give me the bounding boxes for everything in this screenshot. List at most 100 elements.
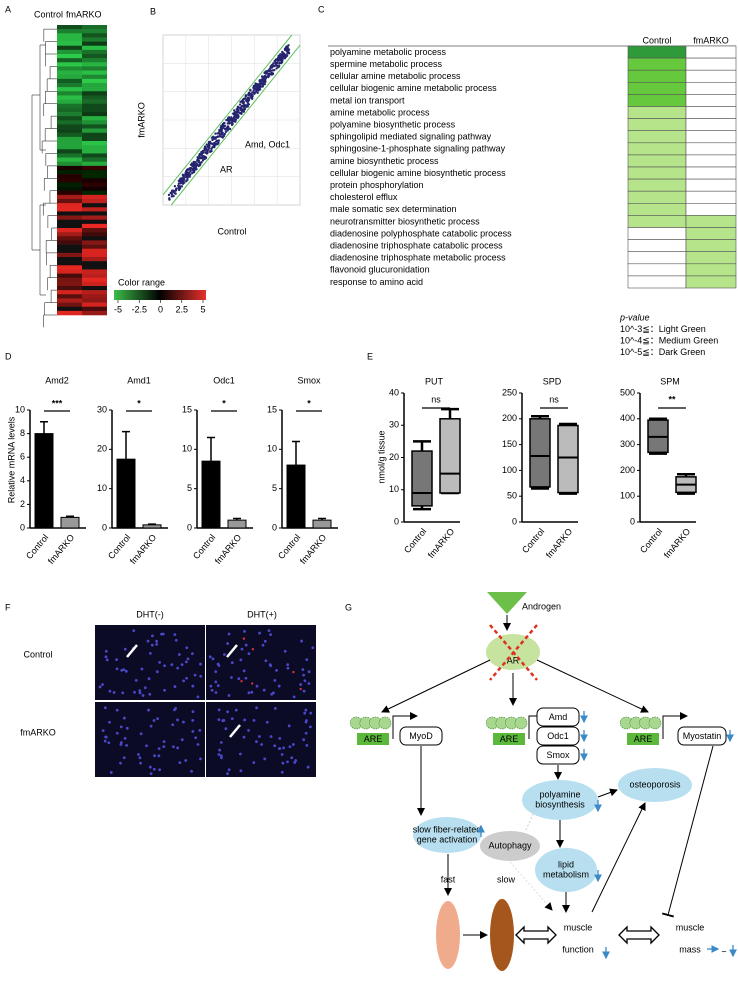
y-tick-label: 150 (502, 439, 517, 449)
heatmap-cell (82, 216, 107, 220)
nucleus (274, 707, 277, 710)
stain (252, 648, 254, 650)
nucleus (119, 743, 122, 746)
nucleus (301, 668, 304, 671)
nucleus (148, 677, 151, 680)
heatmap-cell (57, 220, 82, 224)
nucleus (199, 675, 202, 678)
scatter-dot (177, 184, 179, 186)
nucleus (139, 756, 142, 759)
legend-bar (114, 290, 206, 300)
box (558, 426, 578, 493)
heatmap-cell (57, 216, 82, 220)
heatmap-cell (82, 294, 107, 298)
scatter-dot (196, 163, 198, 165)
scatter-dot (190, 164, 192, 166)
scatter-dot (228, 122, 230, 124)
node-label: osteoporosis (629, 779, 681, 789)
scatter-dot (183, 177, 185, 179)
heatmap-cell (57, 286, 82, 290)
scatter-dot (182, 174, 184, 176)
table-cell (686, 70, 736, 82)
table-cell (628, 191, 686, 203)
nucleus (144, 686, 147, 689)
row-label: fmARKO (20, 727, 56, 737)
heatmap-cell (57, 224, 82, 228)
heatmap-cell (82, 158, 107, 162)
y-tick-label: 50 (507, 491, 517, 501)
table-cell (628, 70, 686, 82)
scatter-dot (269, 73, 271, 75)
box (412, 451, 432, 506)
receptor-dimer (649, 717, 661, 729)
nucleus (273, 679, 276, 682)
heatmap-cell (82, 104, 107, 108)
box (530, 419, 550, 487)
nucleus (282, 747, 285, 750)
scatter-dot (175, 188, 177, 190)
scatter-dot (203, 156, 205, 158)
scatter-dot (179, 187, 181, 189)
nucleus (224, 727, 227, 730)
arrow (382, 660, 490, 712)
panel-label: B (150, 6, 156, 16)
nucleus (278, 747, 281, 750)
scatter-dot (225, 119, 227, 121)
nucleus (194, 736, 197, 739)
nucleus (141, 668, 144, 671)
heatmap-cell (82, 162, 107, 166)
go-term: cellular biogenic amine biosynthetic pro… (330, 168, 506, 178)
nucleus (220, 754, 223, 757)
table-cell (686, 46, 736, 58)
nucleus (292, 743, 295, 746)
nucleus (311, 646, 314, 649)
go-term: spermine metabolic process (330, 59, 443, 69)
bar (313, 520, 331, 528)
scatter-dot (284, 56, 286, 58)
heatmap-cell (82, 25, 107, 29)
nucleus (286, 663, 289, 666)
nucleus (153, 719, 156, 722)
y-tick-label: 10 (97, 483, 107, 493)
scatter-dot (180, 181, 182, 183)
heatmap-cell (82, 286, 107, 290)
scatter-dot (275, 67, 277, 69)
gene-label: Amd (549, 712, 568, 722)
heatmap-cell (82, 79, 107, 83)
nucleus (231, 717, 234, 720)
scatter-dot (209, 150, 211, 152)
nucleus (258, 632, 261, 635)
heatmap-cell (57, 137, 82, 141)
bar (202, 461, 220, 528)
scatter-dot (216, 136, 218, 138)
scatter-dot (254, 82, 256, 84)
significance: *** (52, 398, 63, 408)
scatter-dot (251, 91, 253, 93)
heatmap-cell (82, 120, 107, 124)
nucleus (218, 749, 221, 752)
nucleus (110, 771, 113, 774)
heatmap-cell (57, 46, 82, 50)
nucleus (153, 768, 156, 771)
nucleus (248, 691, 251, 694)
nucleus (102, 729, 105, 732)
scatter-dot (219, 130, 221, 132)
scatter-dot (267, 76, 269, 78)
legend-title: Color range (118, 277, 165, 287)
scatter-dot (168, 197, 170, 199)
chart-title: PUT (425, 376, 444, 386)
nucleus (139, 762, 142, 765)
scatter-dot (207, 144, 209, 146)
scatter-dot (225, 131, 227, 133)
heatmap-cell (57, 153, 82, 157)
node-label: Androgen (522, 601, 561, 611)
table-cell (686, 131, 736, 143)
nucleus (190, 770, 193, 773)
scatter-dot (265, 77, 267, 79)
node-label: muscle (676, 922, 705, 932)
gene-label: MyoD (409, 731, 433, 741)
x-tick-label: Control (520, 526, 546, 555)
legend-line: 10^-3≦：Light Green (620, 324, 706, 334)
nucleus (305, 732, 308, 735)
nucleus (273, 744, 276, 747)
